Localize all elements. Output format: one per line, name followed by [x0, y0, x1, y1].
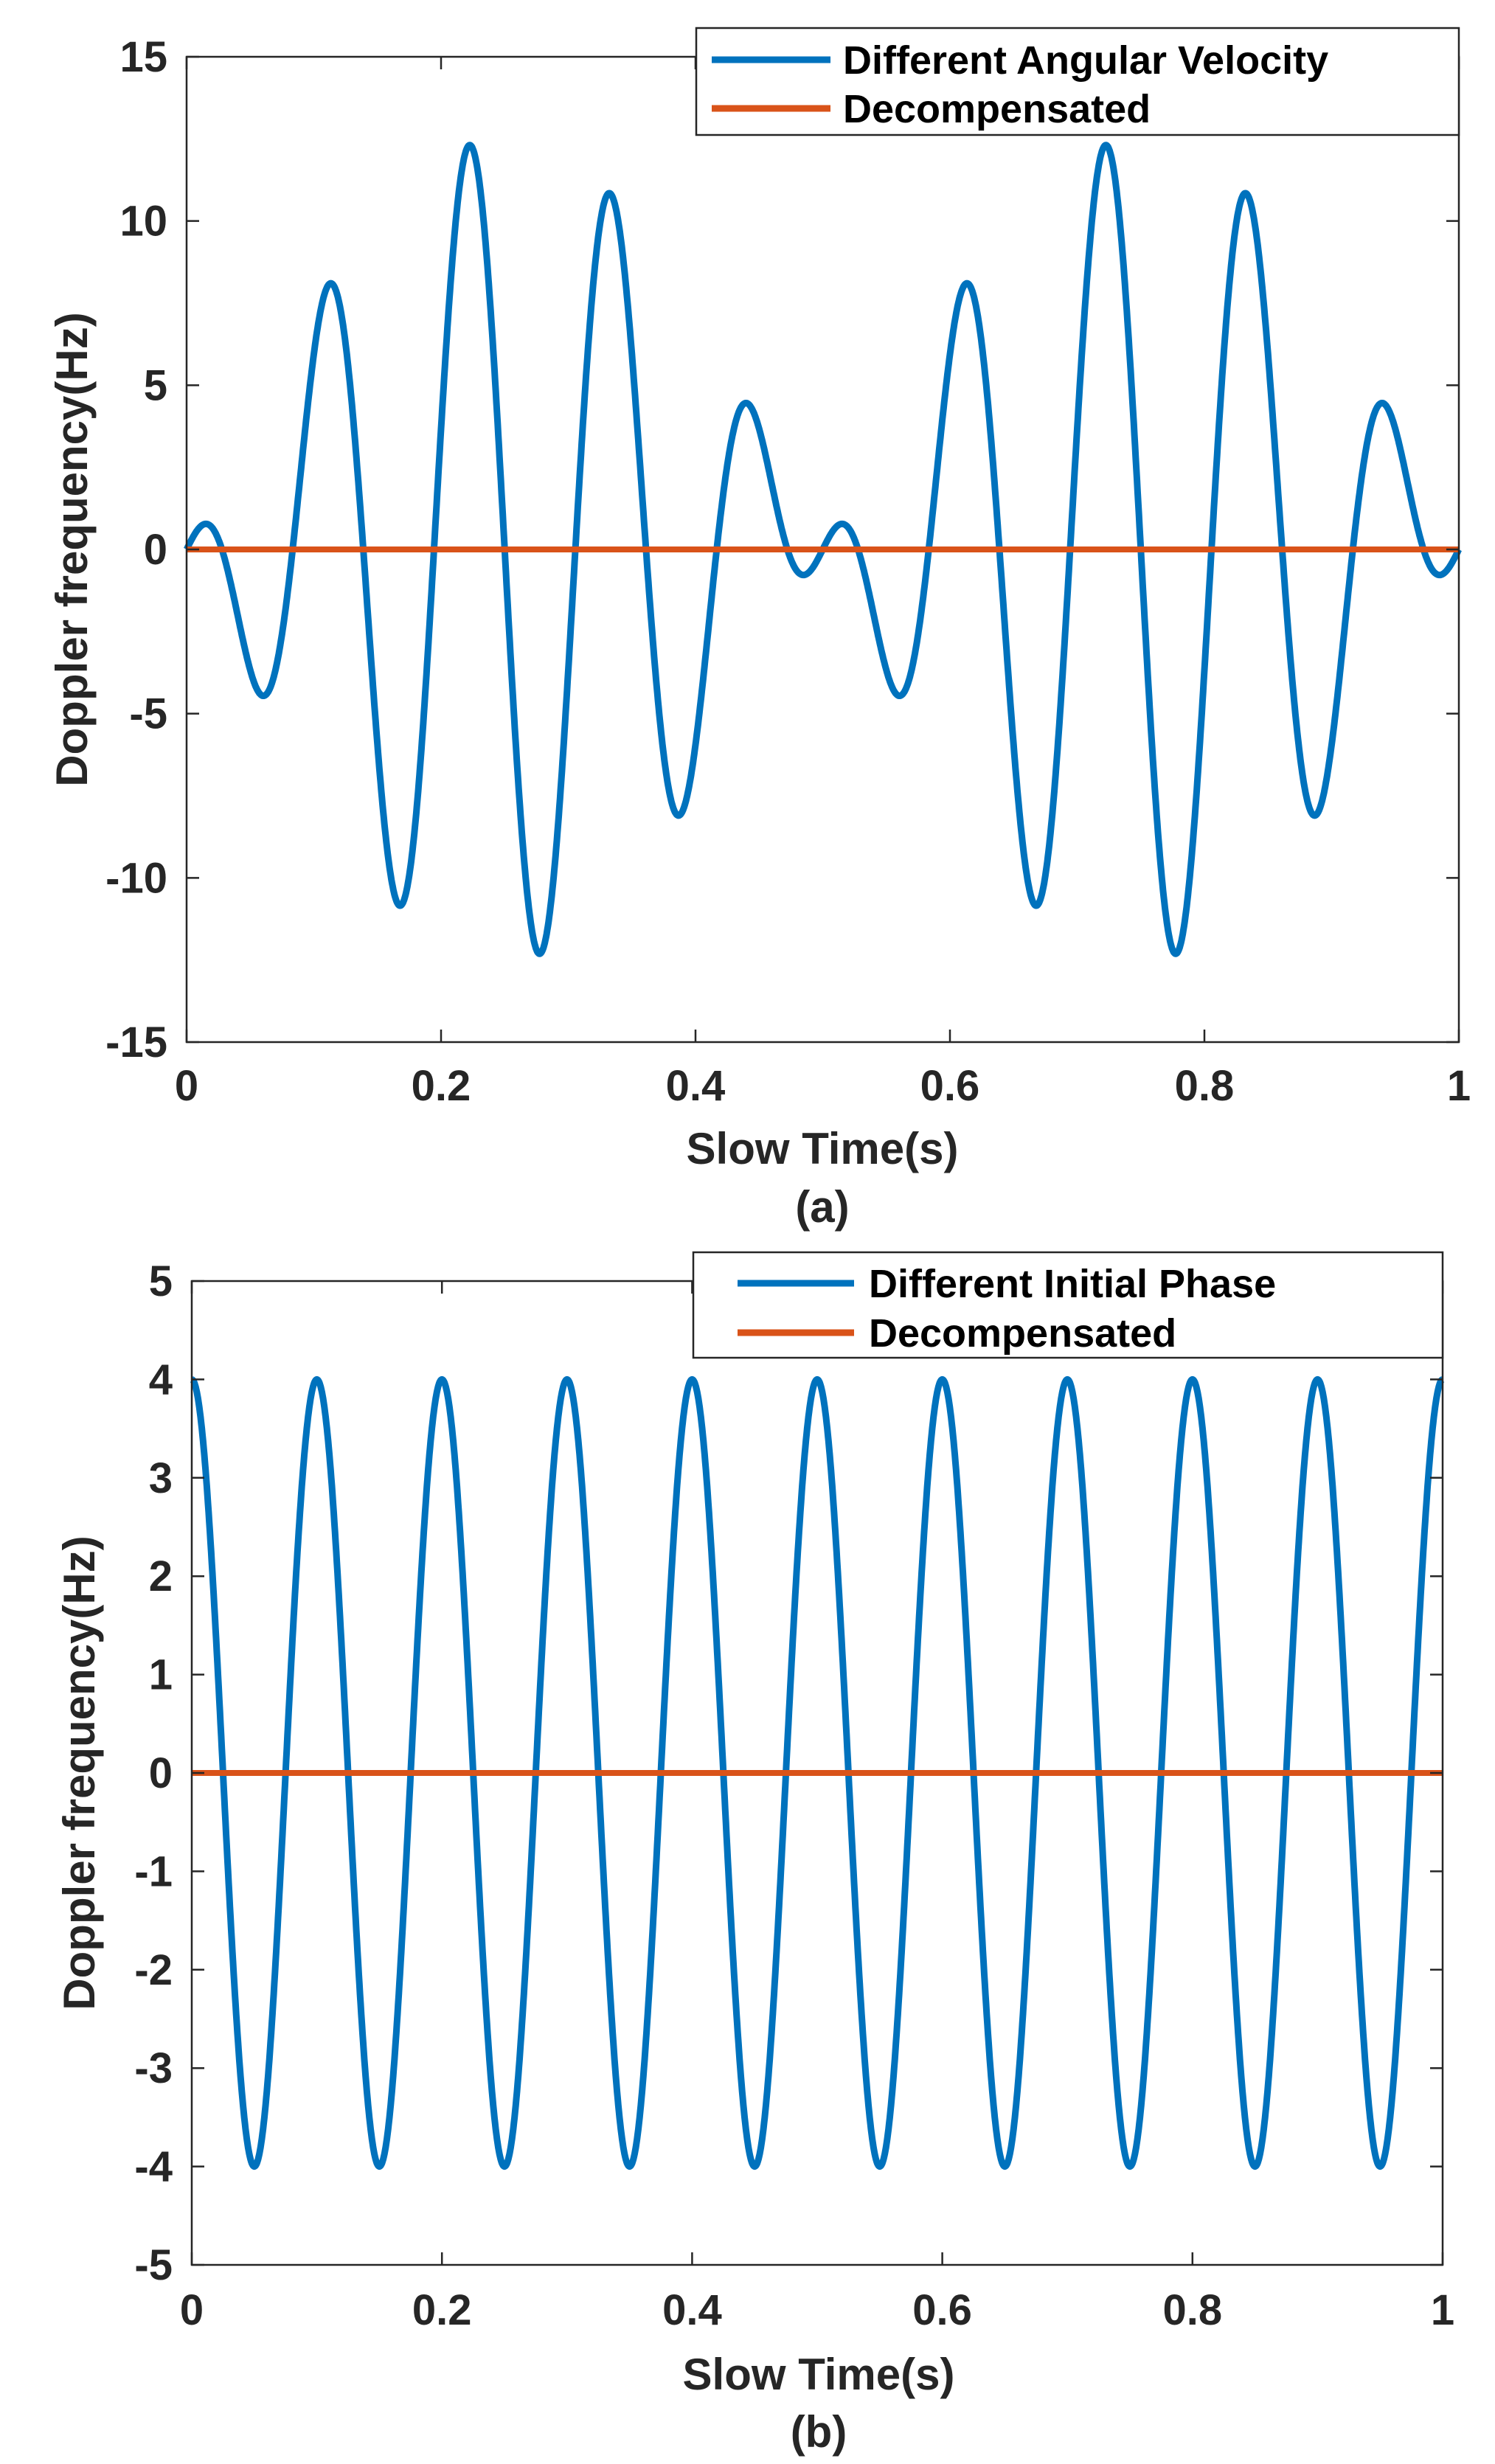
legend-label: Decompensated: [843, 87, 1151, 131]
panel-b: 0 0.2 0.4 0.6 0.8 1 5 4 3 2 1 0 -1 -2 -3 -4 -5 Different …: [134, 1251, 1454, 2334]
x-tick-label: 1: [1447, 1062, 1471, 1110]
y-tick-label: -15: [105, 1018, 167, 1066]
y-tick-label: 1: [149, 1651, 173, 1699]
y-tick-label: -5: [134, 2241, 173, 2289]
x-tick-label: 0.8: [1175, 1062, 1235, 1110]
y-tick-label: 5: [144, 361, 167, 409]
y-tick-label: 4: [149, 1356, 173, 1403]
x-tick-label: 0.2: [412, 1062, 471, 1110]
x-tick-label: 0: [175, 1062, 198, 1110]
x-tick-label: 0.8: [1162, 2286, 1222, 2334]
legend-box: [695, 27, 1460, 136]
x-tick-label: 0.4: [666, 1062, 726, 1110]
legend-label: Different Angular Velocity: [843, 38, 1328, 83]
panel-b-label: (b): [791, 2407, 847, 2457]
y-tick-label: -5: [129, 690, 167, 738]
panel-a-xlabel: Slow Time(s): [687, 1124, 959, 1173]
y-tick-label: 15: [119, 33, 167, 81]
x-tick-label: 0: [180, 2286, 204, 2334]
legend: Different Initial Phase Decompensated: [692, 1251, 1444, 1359]
x-tick-label: 0.6: [912, 2286, 972, 2334]
y-tick-label: -10: [105, 854, 167, 902]
y-tick-label: -1: [134, 1847, 173, 1895]
x-tick-label: 0.6: [920, 1062, 980, 1110]
x-tick-label: 1: [1431, 2286, 1454, 2334]
legend-label: Decompensated: [869, 1311, 1176, 1356]
panel-a-label: (a): [795, 1182, 849, 1232]
legend-box: [692, 1251, 1444, 1359]
y-tick-label: -4: [134, 2143, 173, 2191]
series-line-different-initial-phase: [189, 1375, 1446, 2170]
y-tick-label: 5: [149, 1257, 173, 1305]
panel-b-xlabel: Slow Time(s): [683, 2350, 955, 2399]
y-tick-label: 3: [149, 1454, 173, 1502]
y-tick-label: 2: [149, 1552, 173, 1600]
y-tick-label: -3: [134, 2044, 173, 2092]
y-tick-label: 0: [144, 526, 167, 574]
panel-b-ylabel: Doppler frequency(Hz): [55, 1535, 104, 2010]
y-tick-label: -2: [134, 1946, 173, 1994]
legend-label: Different Initial Phase: [869, 1262, 1276, 1306]
y-tick-label: 0: [149, 1749, 173, 1797]
x-tick-label: 0.2: [412, 2286, 472, 2334]
panel-a: 0 0.2 0.4 0.6 0.8 1 15 10 5 0 -5 -10 -15 Different An…: [105, 27, 1471, 1110]
x-tick-label: 0.4: [662, 2286, 722, 2334]
y-tick-label: 10: [119, 198, 167, 246]
panel-a-ylabel: Doppler frequency(Hz): [47, 312, 97, 786]
